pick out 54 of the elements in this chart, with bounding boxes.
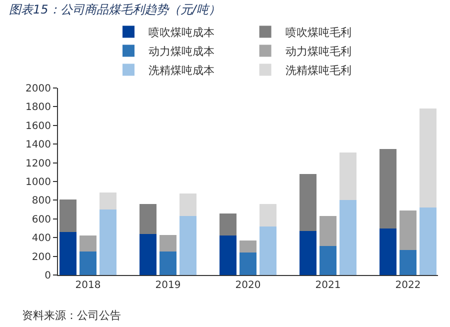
y-tick-label: 0 [44, 270, 51, 282]
bar [79, 236, 97, 252]
legend-label: 动力煤吨毛利 [285, 45, 352, 58]
bar [59, 232, 77, 275]
legend-label: 洗精煤吨毛利 [285, 64, 352, 78]
bar [239, 240, 257, 253]
bar [139, 204, 157, 234]
legend-label: 喷吹煤吨毛利 [285, 26, 352, 40]
bar [159, 252, 177, 275]
x-tick-label: 2019 [155, 280, 181, 291]
y-tick-label: 2000 [26, 84, 51, 94]
bar [259, 226, 277, 275]
bar [299, 174, 317, 232]
text: 资料来源：公司公告 [22, 309, 121, 322]
y-tick-label: 1200 [26, 158, 51, 170]
bar [179, 216, 197, 275]
bar [339, 152, 357, 200]
bar [159, 234, 177, 252]
chart-title: 图表15：公司商品煤毛利趋势（元/吨） [9, 2, 220, 16]
bar [79, 252, 97, 275]
x-tick-label: 2020 [235, 280, 261, 291]
y-tick-label: 800 [32, 196, 51, 207]
legend-label: 洗精煤吨成本 [148, 64, 214, 78]
bar [179, 194, 197, 216]
bar [319, 246, 337, 275]
x-tick-label: 2018 [75, 280, 101, 291]
y-tick-label: 600 [32, 214, 51, 226]
bar [239, 252, 257, 275]
bar [259, 204, 277, 226]
bar [219, 213, 237, 236]
bar [419, 108, 437, 208]
y-tick-label: 1000 [26, 177, 51, 188]
bar [379, 148, 397, 228]
y-tick-label: 1400 [26, 140, 51, 151]
bar [299, 231, 317, 275]
y-tick-label: 200 [32, 252, 51, 263]
bar [99, 210, 117, 275]
bar [319, 216, 337, 246]
bar [339, 200, 357, 275]
bar [399, 250, 417, 275]
bar [59, 199, 77, 232]
legend-label: 喷吹煤吨成本 [148, 26, 214, 40]
bar [99, 192, 117, 210]
x-tick-label: 2021 [315, 280, 341, 291]
y-tick-label: 1600 [26, 120, 51, 132]
legend-label: 动力煤吨成本 [148, 45, 214, 58]
bar [419, 208, 437, 275]
x-tick-label: 2022 [395, 280, 421, 291]
bar [139, 234, 157, 275]
y-tick-label: 400 [32, 233, 51, 244]
bar [219, 236, 237, 275]
bar [379, 228, 397, 275]
bar [399, 210, 417, 250]
y-tick-label: 1800 [26, 102, 51, 114]
